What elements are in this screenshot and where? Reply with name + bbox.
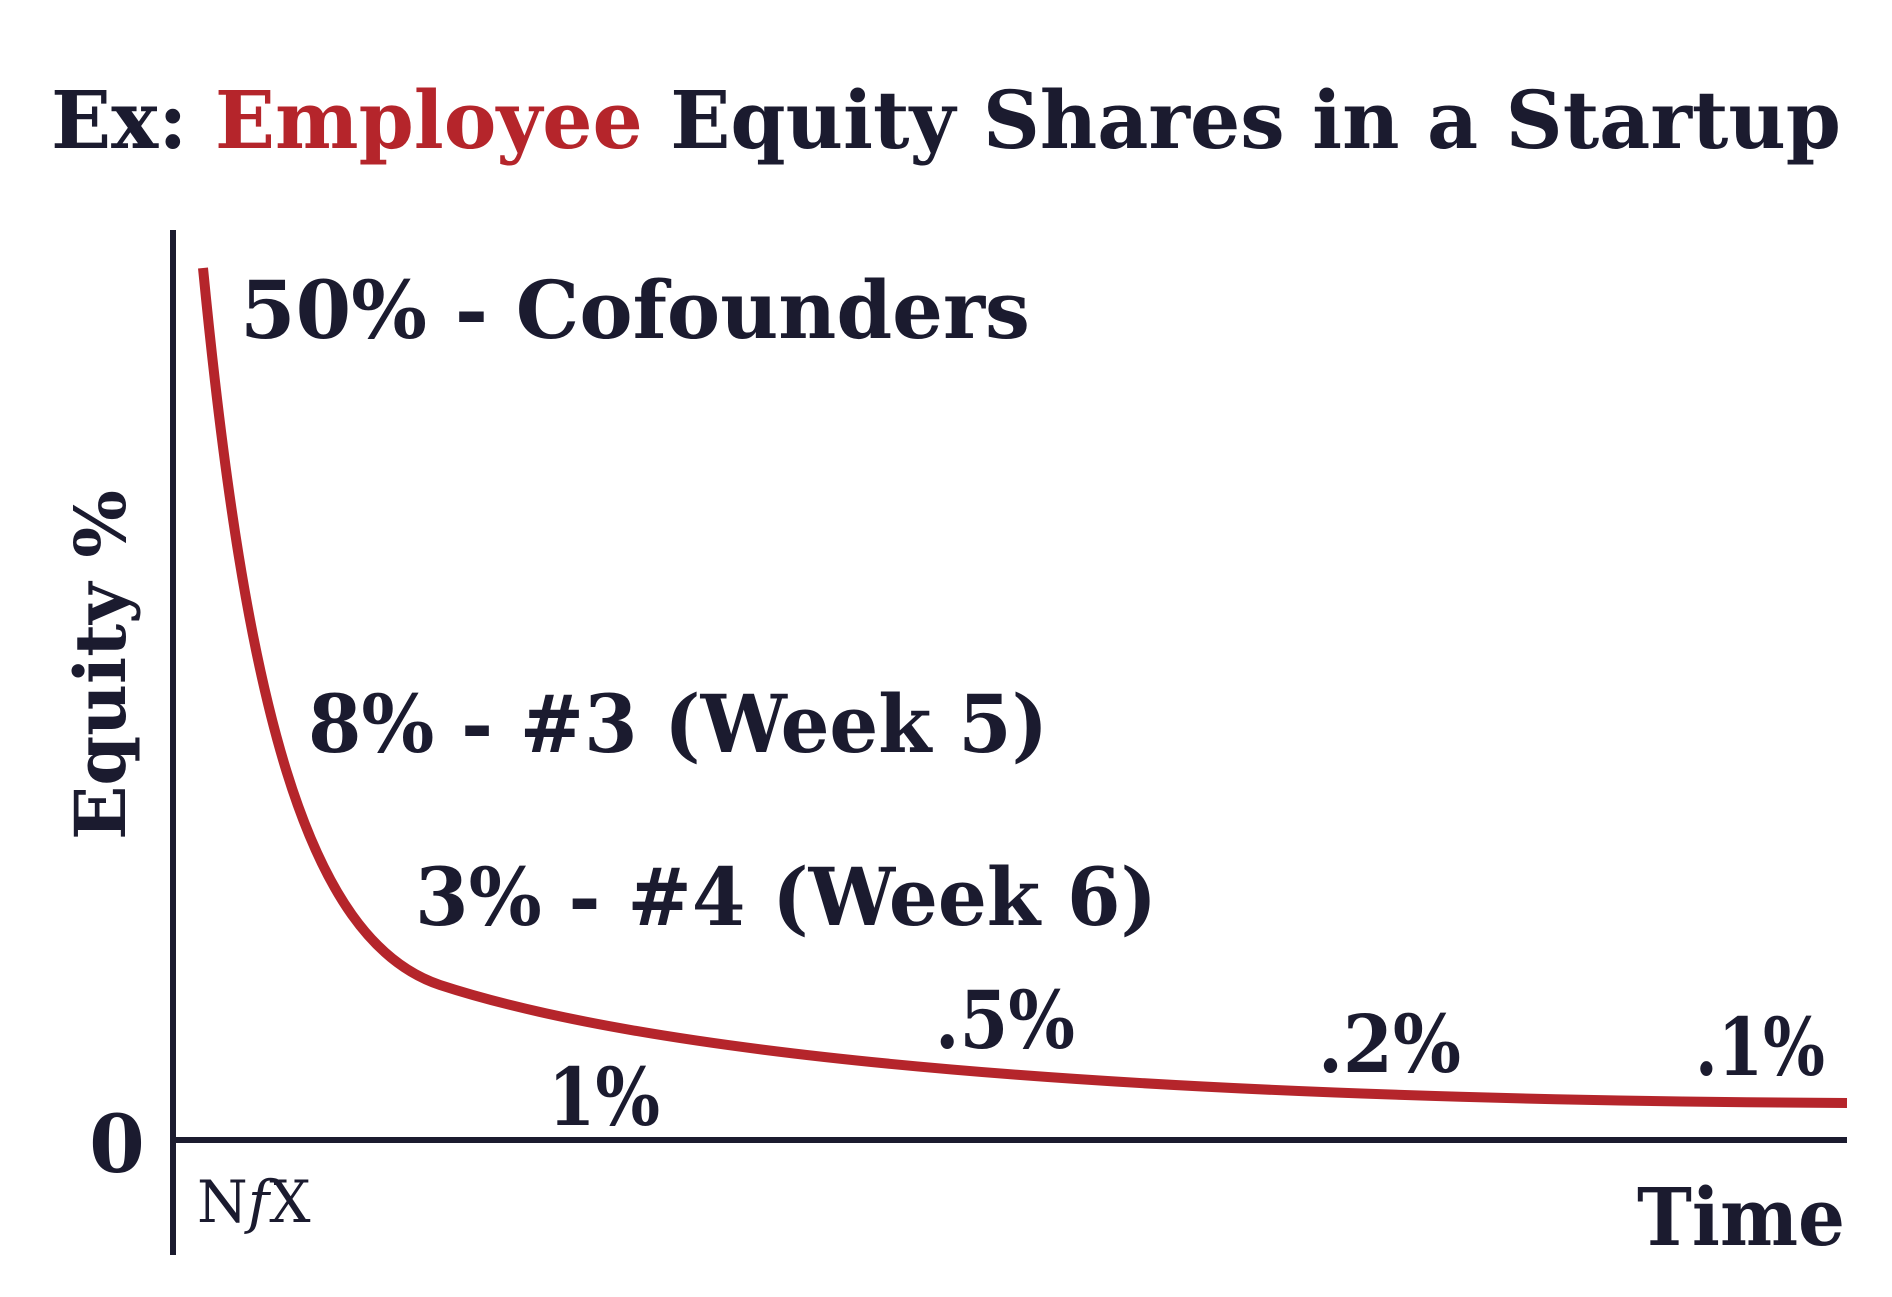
chart-title-prefix: Ex:	[51, 73, 215, 167]
chart-title-suffix: Equity Shares in a Startup	[643, 73, 1841, 167]
annotation-1pct: 1%	[548, 1050, 660, 1144]
y-axis-label: Equity %	[59, 490, 142, 840]
annotation-employee-3: 8% - #3 (Week 5)	[308, 677, 1048, 771]
nfx-logo: NfX	[197, 1168, 311, 1236]
x-axis-label: Time	[1637, 1170, 1845, 1264]
annotation-cofounders: 50% - Cofounders	[240, 263, 1030, 357]
annotation-0-5pct: .5%	[935, 973, 1075, 1067]
chart-title: Ex: Employee Equity Shares in a Startup	[51, 73, 1841, 167]
equity-curve-line	[198, 267, 1848, 1108]
y-origin-label: 0	[89, 1097, 145, 1191]
annotation-0-2pct: .2%	[1318, 997, 1461, 1091]
annotation-employee-4: 3% - #4 (Week 6)	[415, 850, 1157, 944]
chart-title-highlight: Employee	[215, 73, 643, 167]
annotation-0-1pct: .1%	[1695, 1000, 1825, 1094]
